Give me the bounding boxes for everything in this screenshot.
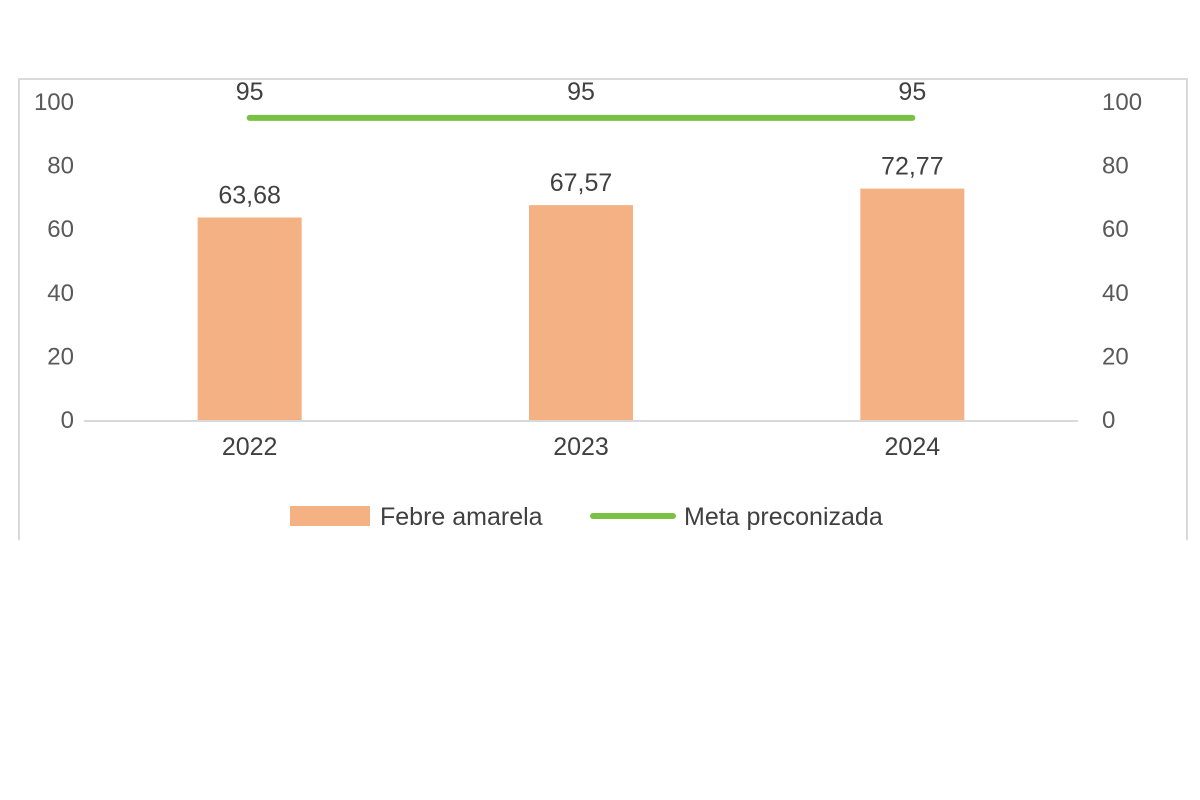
y-right-tick-label: 20 — [1102, 343, 1129, 370]
bar-data-labels: 63,68 67,57 72,77 — [218, 153, 943, 210]
y-left-tick-label: 0 — [61, 407, 74, 434]
legend-label-bar: Febre amarela — [380, 503, 543, 531]
y-right-tick-label: 60 — [1102, 216, 1129, 243]
y-left-tick-label: 40 — [47, 280, 74, 307]
bar-data-label: 63,68 — [218, 181, 281, 209]
bar — [860, 188, 965, 420]
y-right-tick-label: 100 — [1102, 89, 1142, 116]
x-tick-label: 2024 — [885, 433, 941, 461]
x-tick-label: 2022 — [222, 433, 278, 461]
y-right-tick-label: 40 — [1102, 280, 1129, 307]
legend: Febre amarela Meta preconizada — [290, 503, 883, 531]
bar-data-label: 72,77 — [881, 153, 944, 181]
line-data-label: 95 — [236, 78, 264, 106]
y-right-tick-label: 0 — [1102, 407, 1115, 434]
y-axis-right: 0 20 40 60 80 100 — [1102, 89, 1142, 434]
y-axis-left: 0 20 40 60 80 100 — [34, 89, 74, 434]
x-tick-label: 2023 — [553, 433, 609, 461]
bar — [529, 205, 633, 420]
legend-swatch-bar — [290, 506, 370, 526]
line-data-label: 95 — [567, 78, 595, 106]
bar — [197, 217, 302, 420]
y-left-tick-label: 20 — [47, 343, 74, 370]
legend-label-line: Meta preconizada — [684, 503, 883, 531]
bar-data-label: 67,57 — [550, 169, 613, 197]
y-left-tick-label: 60 — [47, 216, 74, 243]
chart-frame — [18, 78, 1188, 540]
y-left-tick-label: 80 — [47, 153, 74, 180]
line-data-labels: 95 95 95 — [236, 78, 926, 106]
x-axis: 2022 2023 2024 — [222, 433, 940, 461]
y-right-tick-label: 80 — [1102, 153, 1129, 180]
line-data-label: 95 — [898, 78, 926, 106]
bar-series — [197, 188, 965, 420]
y-left-tick-label: 100 — [34, 89, 74, 116]
